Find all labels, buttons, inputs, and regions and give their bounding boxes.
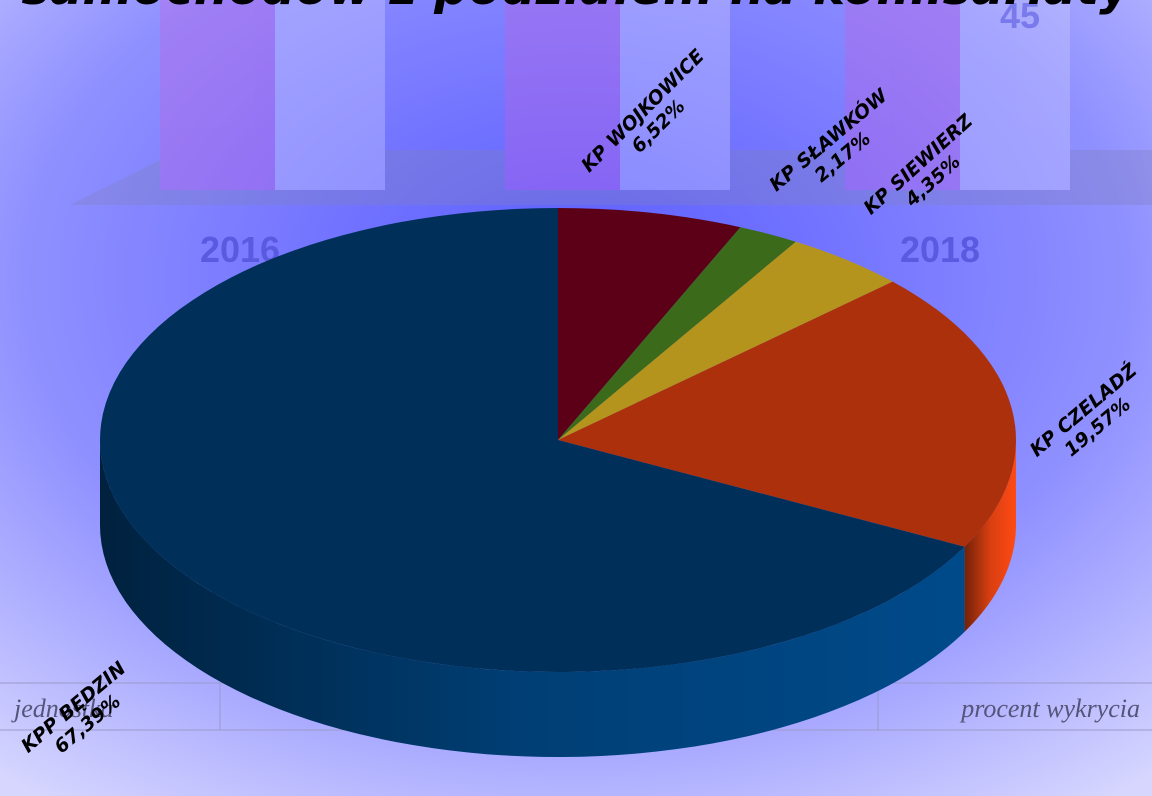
side-shade: [964, 440, 1016, 632]
pie: [99, 208, 1016, 757]
slice: [558, 281, 1016, 547]
table-header: procent wykrycia: [959, 694, 1140, 723]
slice: [99, 208, 965, 672]
chart-title: samochodów z podziałem na komisariaty: [22, 0, 1133, 16]
table-header: jednostka: [11, 694, 114, 723]
slice: [558, 241, 893, 440]
bg-year: 2018: [900, 229, 980, 270]
side-shade: [100, 440, 965, 757]
slice: [558, 208, 741, 440]
bg-value: 45: [1000, 0, 1040, 36]
background-bars: [70, 0, 1152, 205]
slice: [558, 227, 796, 440]
